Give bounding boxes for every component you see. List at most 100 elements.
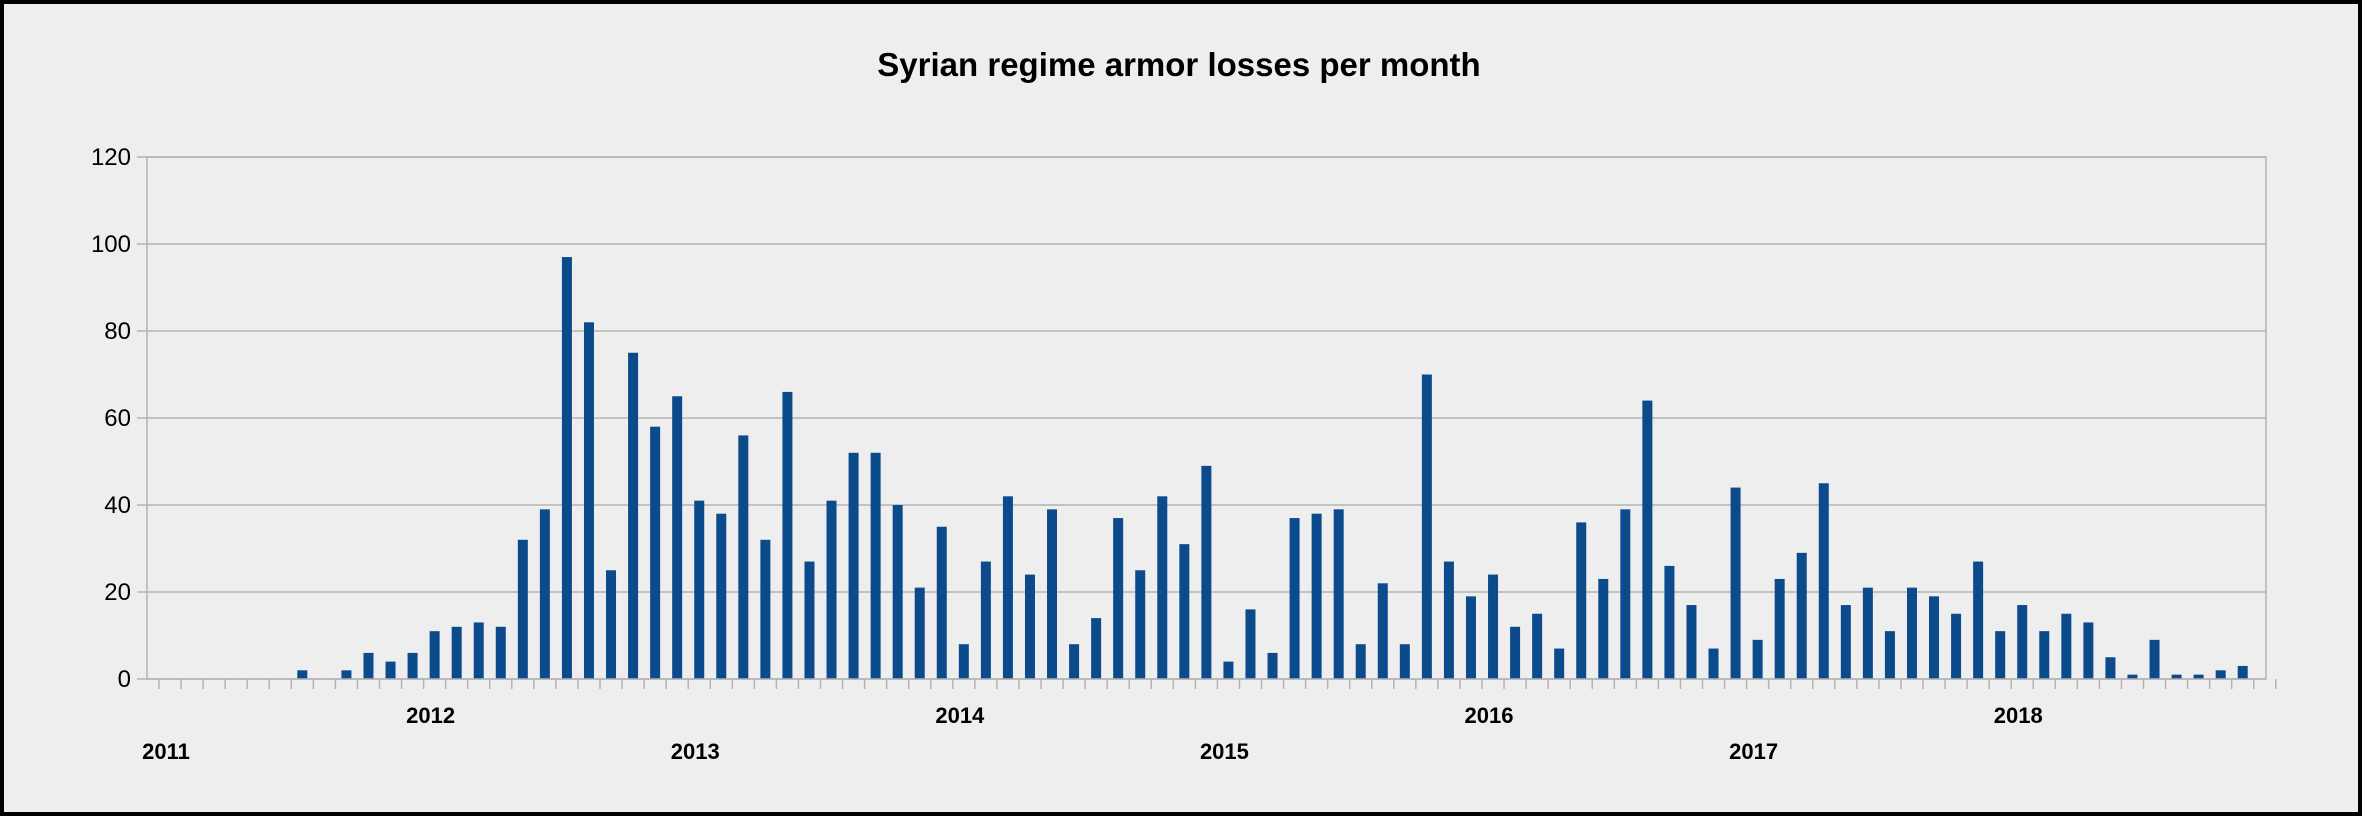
bar-2011-12 (407, 652, 418, 679)
bar-2014-10 (1157, 496, 1168, 679)
bar-2012-07 (561, 257, 572, 679)
bar-2017-09 (1929, 596, 1940, 679)
bar-2016-08 (1642, 400, 1653, 679)
bar-2016-03 (1532, 613, 1543, 679)
y-tick-label: 80 (104, 318, 131, 345)
y-tick-label: 20 (104, 579, 131, 606)
bar-2018-11 (2237, 665, 2248, 679)
bar-2018-06 (2127, 674, 2138, 679)
bar-2015-03 (1267, 652, 1278, 679)
bar-2018-09 (2193, 674, 2204, 679)
bar-2016-04 (1554, 648, 1565, 679)
bar-2016-05 (1576, 522, 1587, 679)
bar-2015-12 (1465, 596, 1476, 679)
bar-2017-02 (1774, 578, 1785, 679)
x-year-label: 2011 (142, 739, 190, 764)
bar-2012-10 (628, 352, 639, 679)
bar-2013-06 (804, 561, 815, 679)
bar-2017-07 (1884, 631, 1895, 679)
bar-2017-12 (1995, 631, 2006, 679)
bar-2016-12 (1730, 487, 1741, 679)
bar-2017-04 (1818, 483, 1829, 679)
bar-2012-08 (583, 322, 594, 679)
bar-2017-03 (1796, 552, 1807, 679)
bar-2015-01 (1223, 661, 1234, 679)
bar-2017-11 (1973, 561, 1984, 679)
bar-2017-10 (1951, 613, 1962, 679)
bar-2011-11 (385, 661, 396, 679)
bar-2018-03 (2061, 613, 2072, 679)
bar-2013-02 (716, 513, 727, 679)
x-year-label: 2012 (406, 703, 455, 728)
x-year-label: 2017 (1729, 739, 1778, 764)
x-year-label: 2015 (1200, 739, 1249, 764)
bar-2012-05 (517, 539, 528, 679)
bar-2016-01 (1488, 574, 1499, 679)
x-year-label: 2018 (1994, 703, 2043, 728)
bar-2016-11 (1708, 648, 1719, 679)
bars (297, 257, 2248, 679)
x-axis-ticks (158, 679, 2277, 689)
bar-2016-07 (1620, 509, 1631, 679)
bar-2013-09 (870, 452, 881, 679)
bar-2014-12 (1201, 465, 1212, 679)
bar-2015-07 (1355, 644, 1366, 679)
bar-2011-09 (341, 670, 352, 679)
bar-2012-02 (451, 626, 462, 679)
x-year-label: 2014 (935, 703, 985, 728)
bar-2015-05 (1311, 513, 1322, 679)
bar-2013-07 (826, 500, 837, 679)
bar-2017-06 (1862, 587, 1873, 679)
bar-2014-01 (958, 644, 969, 679)
bar-2013-08 (848, 452, 859, 679)
bar-2011-10 (363, 652, 374, 679)
bar-2018-05 (2105, 657, 2116, 679)
bar-2013-05 (782, 391, 793, 679)
bar-2012-01 (429, 631, 440, 679)
bar-2015-11 (1443, 561, 1454, 679)
bar-2014-02 (980, 561, 991, 679)
y-tick-label: 120 (91, 144, 131, 171)
bar-2012-11 (650, 426, 661, 679)
bar-2012-03 (473, 622, 484, 679)
bar-2016-02 (1510, 626, 1521, 679)
bar-2018-08 (2171, 674, 2182, 679)
bar-2012-04 (495, 626, 506, 679)
bar-2014-09 (1135, 570, 1146, 679)
bar-2013-04 (760, 539, 771, 679)
chart-frame: Syrian regime armor losses per month 0 20… (4, 4, 2358, 812)
bar-2013-12 (936, 526, 947, 679)
bar-2016-10 (1686, 605, 1697, 679)
bar-2018-10 (2215, 670, 2226, 679)
x-axis-year-labels: 2011 2012 2013 2014 2015 2016 2017 2018 (142, 703, 2043, 764)
bar-2013-01 (694, 500, 705, 679)
bar-2015-04 (1289, 518, 1300, 679)
y-tick-label: 60 (104, 405, 131, 432)
bar-2014-04 (1024, 574, 1035, 679)
bar-2011-07 (297, 670, 308, 679)
bar-2017-05 (1840, 605, 1851, 679)
bar-2015-09 (1399, 644, 1410, 679)
y-axis-tick-labels: 0 20 40 60 80 100 120 (91, 144, 147, 693)
bar-2014-05 (1047, 509, 1058, 679)
bar-2018-07 (2149, 639, 2160, 679)
bar-2018-04 (2083, 622, 2094, 679)
bar-2017-01 (1752, 639, 1763, 679)
bar-2013-10 (892, 505, 903, 679)
bar-2017-08 (1906, 587, 1917, 679)
y-tick-label: 0 (118, 666, 131, 693)
bar-2015-08 (1377, 583, 1388, 679)
bar-2013-11 (914, 587, 925, 679)
bar-2015-06 (1333, 509, 1344, 679)
bar-2015-02 (1245, 609, 1256, 679)
bar-2018-02 (2039, 631, 2050, 679)
bar-2014-11 (1179, 544, 1190, 679)
bar-2016-09 (1664, 565, 1675, 679)
bar-2014-07 (1091, 618, 1102, 679)
bar-2012-06 (539, 509, 550, 679)
x-year-label: 2013 (671, 739, 720, 764)
chart-svg: Syrian regime armor losses per month 0 20… (91, 46, 2277, 764)
bar-2013-03 (738, 435, 749, 679)
bar-2012-09 (606, 570, 617, 679)
bar-2014-06 (1069, 644, 1080, 679)
